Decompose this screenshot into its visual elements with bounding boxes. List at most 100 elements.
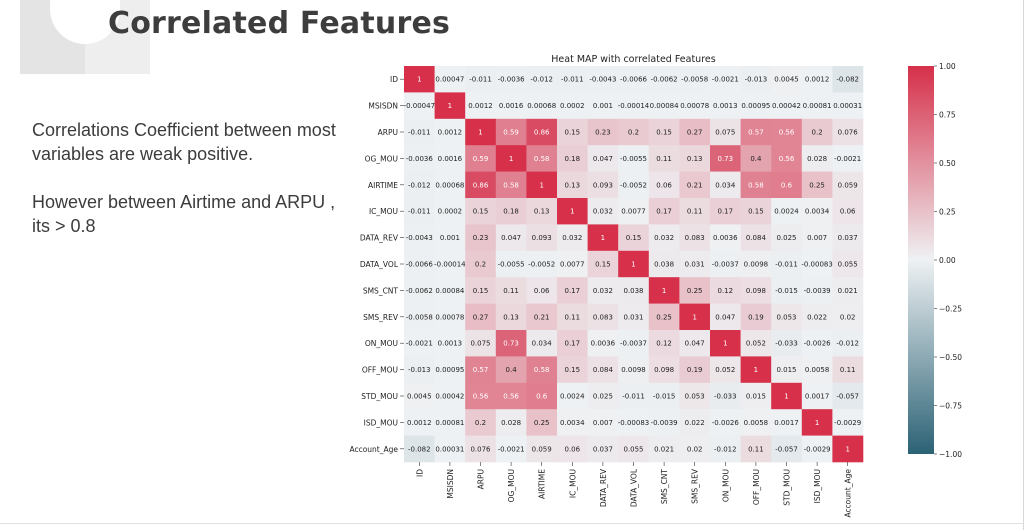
column-label: IC_MOU [568,469,577,498]
heatmap-cell [740,356,772,384]
heatmap-cell [495,435,527,463]
heatmap-cell [587,303,619,331]
cell-value-label: 1 [815,419,819,427]
heatmap-cell [404,330,435,357]
heatmap-cell [648,224,680,252]
heatmap-cell [679,356,711,384]
cell-value-label: 0.007 [593,419,613,427]
cell-value-label: 0.12 [656,340,672,348]
cell-value-label: 0.052 [715,366,735,374]
heatmap-cell [771,92,803,120]
cell-value-label: 0.037 [593,445,613,453]
heatmap-cell [771,303,803,331]
heatmap-cell [618,330,650,357]
cell-value-label: -0.0036 [498,76,526,84]
heatmap-cell [618,66,650,93]
heatmap-cell [465,435,497,463]
heatmap-cell [740,224,772,252]
heatmap-cell [710,382,741,410]
row-label: Account_Age [349,445,398,454]
column-label: ID [415,469,424,477]
heatmap-cell [801,356,833,384]
heatmap-cell [526,118,558,146]
cell-value-label: 0.27 [473,313,489,321]
heatmap-cell [648,356,680,384]
cell-value-label: -0.0066 [620,76,648,84]
heatmap-cell [434,118,466,146]
heatmap-cell [404,409,435,436]
heatmap-cell [587,66,619,93]
heatmap-cell [465,409,497,436]
heatmap-cell [740,66,772,93]
cell-value-label: 0.098 [746,287,766,295]
description-paragraph-2: However between Airtime and ARPU , its >… [32,192,336,236]
heatmap-cell [557,171,588,199]
row-label: ARPU [378,128,398,137]
cell-value-label: 0.2 [475,419,486,427]
cell-value-label: 0.001 [593,102,613,110]
heatmap-cell [618,277,650,304]
heatmap-cell [710,145,741,172]
colorbar-tick-label: 1.00 [939,62,956,71]
heatmap-cell [679,409,711,436]
heatmap-cell [832,330,864,357]
cell-value-label: 0.11 [656,155,672,163]
cell-value-label: 0.58 [534,155,550,163]
cell-value-label: 1 [448,102,452,110]
row-label: AIRTIME [368,181,398,190]
heatmap-cell [710,303,741,331]
cell-value-label: 0.0024 [560,393,585,401]
colorbar-tick-label: 0.00 [939,256,956,265]
heatmap-cell [771,382,803,410]
heatmap-cell [679,198,711,225]
cell-value-label: 0.21 [534,313,550,321]
cell-value-label: 0.0012 [407,419,432,427]
heatmap-cell [495,145,527,172]
cell-value-label: 0.15 [473,208,489,216]
heatmap-cell [618,303,650,331]
cell-value-label: 0.6 [781,181,793,189]
heatmap-cell [648,409,680,436]
column-label: ON_MOU [721,469,730,502]
cell-value-label: 0.093 [532,234,552,242]
heatmap-cell [618,435,650,463]
cell-value-label: -0.012 [530,76,553,84]
cell-value-label: -0.082 [836,76,859,84]
cell-value-label: 0.0045 [407,393,432,401]
cell-value-label: 0.0017 [805,393,830,401]
cell-value-label: 0.15 [595,261,611,269]
heatmap-cell [801,145,833,172]
heatmap-cell [832,277,864,304]
cell-value-label: -0.011 [408,208,431,216]
cell-value-label: 0.56 [779,155,795,163]
heatmap-cell [679,66,711,93]
colorbar [908,66,934,454]
heatmap-cell [495,303,527,331]
column-label: Account_Age [844,469,853,518]
heatmap-cell [587,277,619,304]
heatmap-cell [404,277,435,304]
colorbar-tick-label: −1.00 [939,450,962,459]
column-label: MSISDN [446,469,455,499]
heatmap-cell [801,92,833,120]
cell-value-label: -0.0029 [834,419,861,427]
cell-value-label: 0.15 [656,129,672,137]
cell-value-label: 0.059 [532,445,552,453]
heatmap-cell [740,303,772,331]
cell-value-label: 0.00078 [680,102,709,110]
cell-value-label: 0.11 [840,366,856,374]
cell-value-label: -0.00014 [618,102,650,110]
row-label: MSISDN [368,102,398,111]
heatmap-cell [557,250,588,278]
cell-value-label: 0.0017 [774,419,799,427]
cell-value-label: 0.047 [501,234,521,242]
heatmap-cell [618,145,650,172]
heatmap-cell [648,277,680,304]
cell-value-label: 0.59 [503,129,519,137]
cell-value-label: 0.047 [685,340,705,348]
heatmap-cell [648,66,680,93]
heatmap-cell [404,356,435,384]
heatmap-cell [710,92,741,120]
heatmap-cell [526,92,558,120]
heatmap-cell [526,435,558,463]
